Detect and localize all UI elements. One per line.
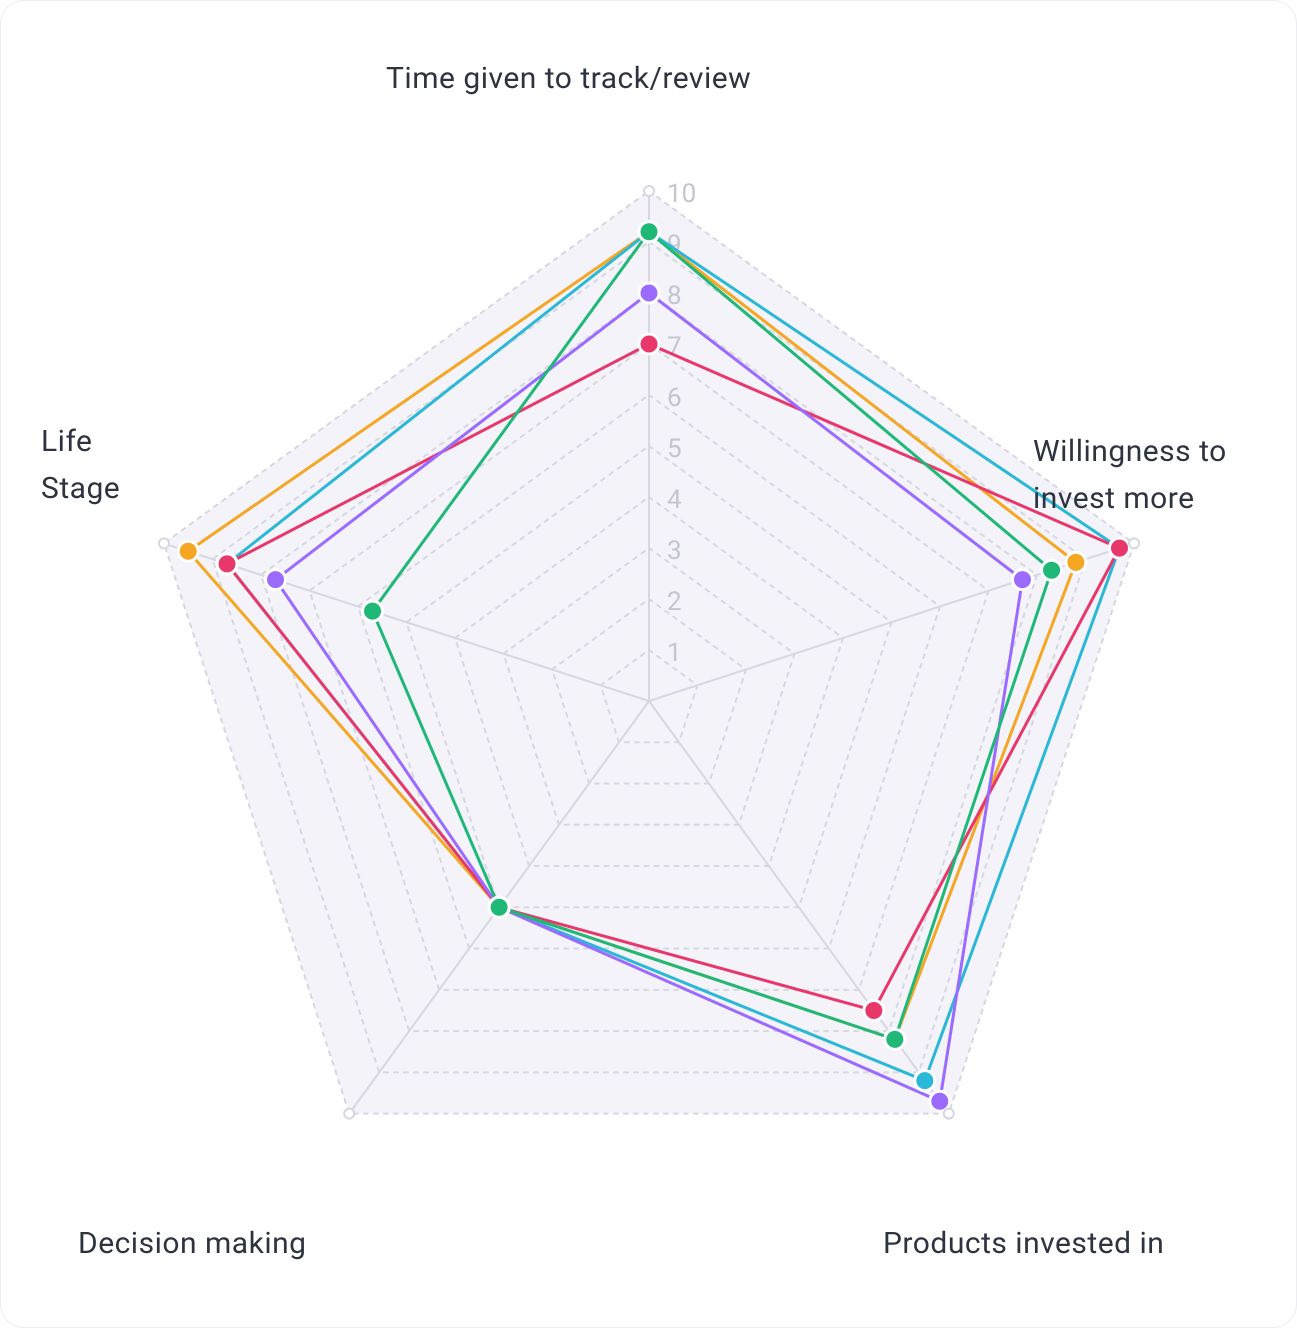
- tick-label-6: 6: [667, 383, 682, 413]
- axis-pin-time: [644, 186, 654, 196]
- axis-pin-decision: [344, 1109, 354, 1119]
- series-point-cyan-products: [915, 1071, 935, 1091]
- tick-label-4: 4: [667, 485, 682, 515]
- axis-label-decision: Decision making: [78, 1221, 307, 1268]
- axis-label-products: Products invested in: [883, 1221, 1164, 1268]
- axis-pin-products: [944, 1109, 954, 1119]
- series-point-green-time: [639, 222, 659, 242]
- tick-label-3: 3: [667, 536, 682, 566]
- tick-label-1: 1: [667, 638, 682, 668]
- series-point-orange-life: [178, 541, 198, 561]
- radar-card: 12345678910 Time given to track/reviewWi…: [0, 0, 1297, 1328]
- tick-label-5: 5: [667, 434, 682, 464]
- axis-label-time: Time given to track/review: [386, 56, 751, 103]
- series-point-purple-willing: [1012, 570, 1032, 590]
- axis-label-willing: Willingness to invest more: [1033, 429, 1227, 522]
- radar-chart: 12345678910: [1, 1, 1297, 1328]
- axis-pin-life: [159, 538, 169, 548]
- series-point-green-decision: [489, 897, 509, 917]
- series-point-orange-willing: [1066, 552, 1086, 572]
- tick-label-2: 2: [667, 587, 682, 617]
- tick-label-8: 8: [667, 281, 682, 311]
- series-point-pink-time: [639, 334, 659, 354]
- axis-pin-willing: [1129, 538, 1139, 548]
- series-point-purple-life: [266, 570, 286, 590]
- series-point-pink-willing: [1109, 538, 1129, 558]
- series-point-purple-time: [639, 283, 659, 303]
- series-point-green-life: [363, 601, 383, 621]
- series-point-pink-products: [864, 1000, 884, 1020]
- axis-label-life: Life Stage: [41, 419, 120, 512]
- series-point-green-willing: [1042, 560, 1062, 580]
- series-point-pink-life: [217, 554, 237, 574]
- series-point-green-products: [885, 1029, 905, 1049]
- tick-label-10: 10: [667, 179, 696, 209]
